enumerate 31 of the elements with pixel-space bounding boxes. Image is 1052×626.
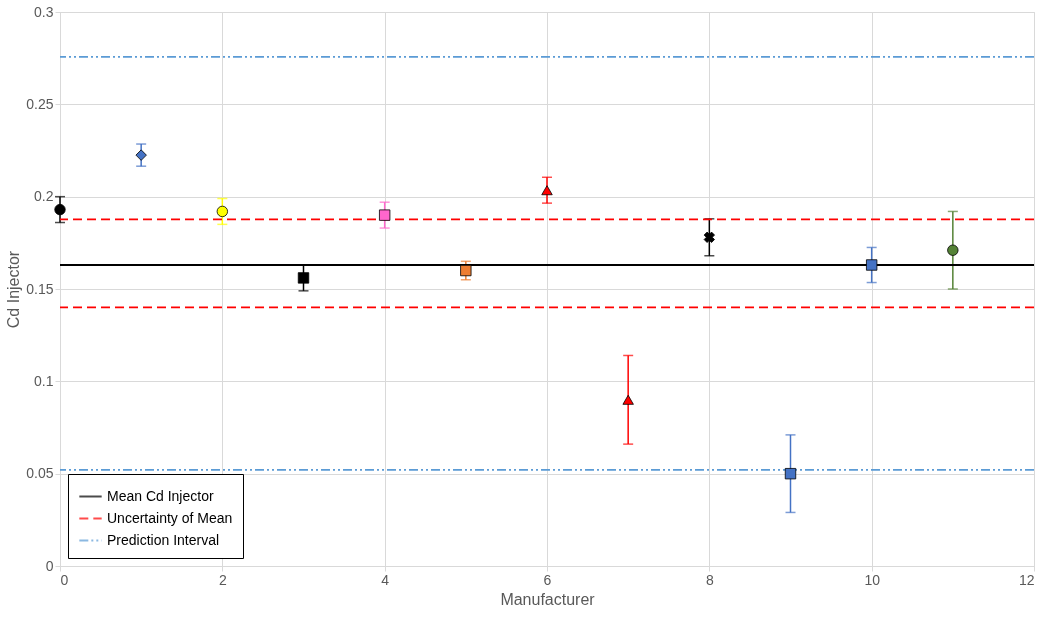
y-tick-label: 0.1 <box>34 372 54 389</box>
point <box>54 203 66 216</box>
y-axis-title: Cd Injector <box>5 250 23 329</box>
point <box>135 149 147 161</box>
x-axis-title: Manufacturer <box>500 590 596 608</box>
point <box>622 394 634 405</box>
x-tick-label: 4 <box>381 571 390 588</box>
point <box>297 272 310 284</box>
x-tick-label: 12 <box>1018 571 1035 588</box>
y-tick-label: 0.05 <box>26 465 54 482</box>
legend-label: Prediction Interval <box>107 531 220 548</box>
y-tick-label: 0.25 <box>26 95 54 112</box>
y-tick-label: 0 <box>45 557 54 574</box>
x-tick-label: 6 <box>543 571 552 588</box>
x-tick-label: 10 <box>864 571 881 588</box>
point <box>541 185 553 196</box>
y-tick-label: 0.2 <box>34 188 54 205</box>
point <box>784 468 797 480</box>
point <box>460 264 472 277</box>
legend-label: Mean Cd Injector <box>107 487 214 504</box>
legend-label: Uncertainty of Mean <box>107 509 233 526</box>
point <box>703 231 715 243</box>
x-tick-label: 8 <box>705 571 714 588</box>
point <box>216 205 228 218</box>
point <box>379 209 391 221</box>
point <box>947 244 959 256</box>
x-tick-label: 2 <box>218 571 227 588</box>
y-tick-label: 0.3 <box>34 3 54 20</box>
y-tick-label: 0.15 <box>26 280 54 297</box>
x-tick-label: 0 <box>60 571 69 588</box>
point <box>866 259 878 271</box>
